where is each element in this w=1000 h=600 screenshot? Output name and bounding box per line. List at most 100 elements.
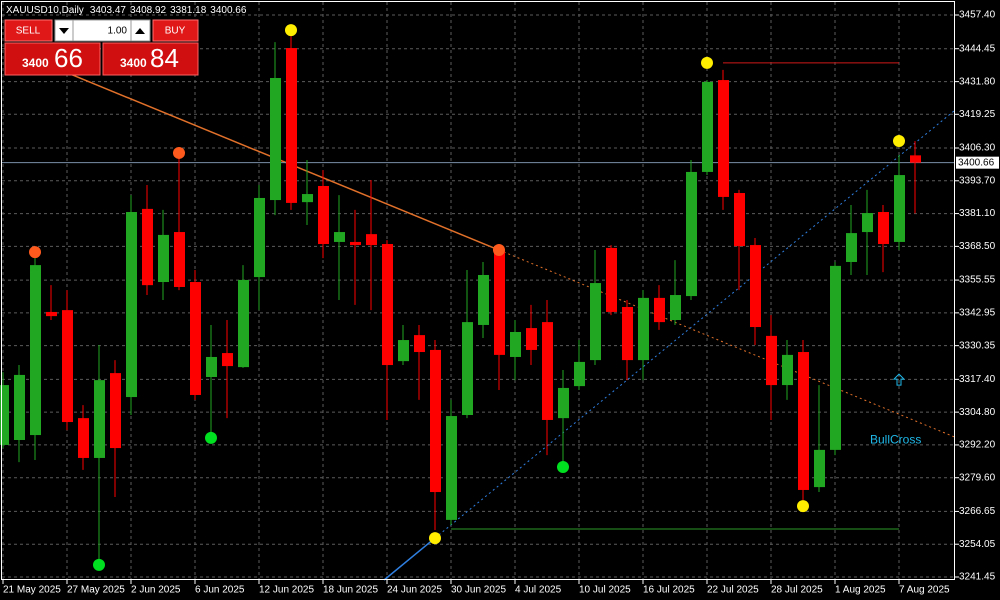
y-tick-label: 3304.80	[959, 407, 996, 418]
candle-body	[638, 297, 649, 361]
x-tick-label: 7 Aug 2025	[899, 585, 950, 596]
candle-body	[110, 373, 121, 449]
signal-label: BullCross	[870, 432, 921, 446]
x-tick-label: 1 Aug 2025	[835, 585, 886, 596]
candle-body	[750, 245, 761, 328]
y-tick-label: 3431.80	[959, 76, 996, 87]
candle-body	[238, 279, 249, 368]
fractal-marker	[93, 558, 105, 571]
candle-body	[702, 81, 713, 172]
trend-line-extension	[434, 109, 956, 539]
header-open: 3403.47	[90, 5, 127, 16]
candle-body	[526, 328, 537, 350]
candle-body	[254, 197, 265, 278]
trend-line-extension	[498, 249, 956, 438]
x-tick-label: 21 May 2025	[3, 585, 61, 596]
candle-body	[734, 193, 745, 247]
fractal-marker	[493, 244, 505, 257]
header-low: 3381.18	[170, 5, 207, 16]
candle-body	[62, 310, 73, 423]
fractal-marker	[701, 56, 713, 69]
ask-small: 84	[150, 43, 179, 73]
chart-header: XAUUSD10,Daily 3403.47 3408.92 3381.18 3400.…	[6, 5, 247, 16]
candle-body	[670, 295, 681, 321]
candle-body	[478, 274, 489, 325]
y-tick-label: 3419.25	[959, 109, 996, 120]
bid-box[interactable]	[4, 42, 101, 76]
candle-body	[46, 311, 57, 317]
candle-body	[398, 340, 409, 362]
x-tick-label: 2 Jun 2025	[131, 585, 181, 596]
x-tick-label: 30 Jun 2025	[451, 585, 506, 596]
candle-body	[798, 352, 809, 490]
buy-label: BUY	[165, 26, 186, 37]
y-tick-label: 3444.45	[959, 43, 996, 54]
fractal-marker	[429, 532, 441, 545]
buy-button[interactable]	[152, 19, 199, 42]
candle-body	[686, 171, 697, 297]
y-tick-label: 3266.65	[959, 506, 996, 517]
candle-body	[126, 212, 137, 398]
x-tick-label: 6 Jun 2025	[195, 585, 245, 596]
candle-body	[430, 349, 441, 493]
header-high: 3408.92	[130, 5, 167, 16]
y-tick-label: 3406.30	[959, 143, 996, 154]
candle-body	[894, 175, 905, 242]
candle-body	[30, 265, 41, 436]
y-tick-label: 3330.35	[959, 340, 996, 351]
axes: 3457.40 3444.45 3431.80 3419.25 3406.30 3393.…	[2, 10, 999, 596]
candle-body	[814, 449, 825, 488]
candle-body	[462, 322, 473, 416]
candle-body	[94, 380, 105, 458]
candle-body	[622, 307, 633, 361]
fractal-marker	[205, 431, 217, 444]
trend-line	[383, 537, 436, 581]
fractal-marker	[285, 24, 297, 37]
sell-button[interactable]	[4, 19, 53, 42]
candle-body	[174, 232, 185, 287]
candle-body	[542, 322, 553, 420]
bid-big: 3400	[22, 56, 49, 70]
candle-body	[78, 418, 89, 458]
candle-body	[574, 361, 585, 387]
signal-arrow	[892, 373, 906, 386]
fractal-marker	[797, 500, 809, 513]
sell-label: SELL	[16, 26, 41, 37]
ask-box[interactable]	[102, 42, 199, 76]
candle-body	[366, 234, 377, 246]
fractal-marker	[173, 146, 185, 159]
candle-body	[206, 356, 217, 378]
candle-body	[0, 385, 9, 445]
y-tick-label: 3457.40	[959, 10, 996, 21]
candle-body	[782, 354, 793, 386]
up-arrow	[135, 28, 145, 34]
y-tick-label: 3393.70	[959, 175, 996, 186]
fractal-marker	[557, 461, 569, 474]
candle-body	[910, 155, 921, 163]
candle-body	[446, 416, 457, 520]
x-tick-label: 12 Jun 2025	[259, 585, 314, 596]
candle-body	[510, 331, 521, 357]
fractal-marker	[893, 134, 905, 147]
x-tick-label: 16 Jul 2025	[643, 585, 695, 596]
candle-body	[286, 48, 297, 203]
x-tick-label: 24 Jun 2025	[387, 585, 442, 596]
candle-body	[558, 387, 569, 419]
candle-body	[142, 208, 153, 286]
x-tick-label: 4 Jul 2025	[515, 585, 562, 596]
candle-body	[334, 232, 345, 242]
x-tick-label: 10 Jul 2025	[579, 585, 631, 596]
candle-body	[270, 77, 281, 201]
candle-body	[318, 185, 329, 245]
trade-panel: SELL 1.00 BUY 3400 66 3400 84	[4, 19, 199, 76]
candle-body	[350, 241, 361, 246]
header-close: 3400.66	[210, 5, 247, 16]
candle-body	[222, 353, 233, 367]
candle-body	[14, 374, 25, 440]
y-tick-label: 3292.20	[959, 440, 996, 451]
candle-body	[158, 234, 169, 283]
plot-frame	[1, 1, 955, 580]
candle-body	[590, 283, 601, 361]
y-tick-label: 3317.40	[959, 374, 996, 385]
